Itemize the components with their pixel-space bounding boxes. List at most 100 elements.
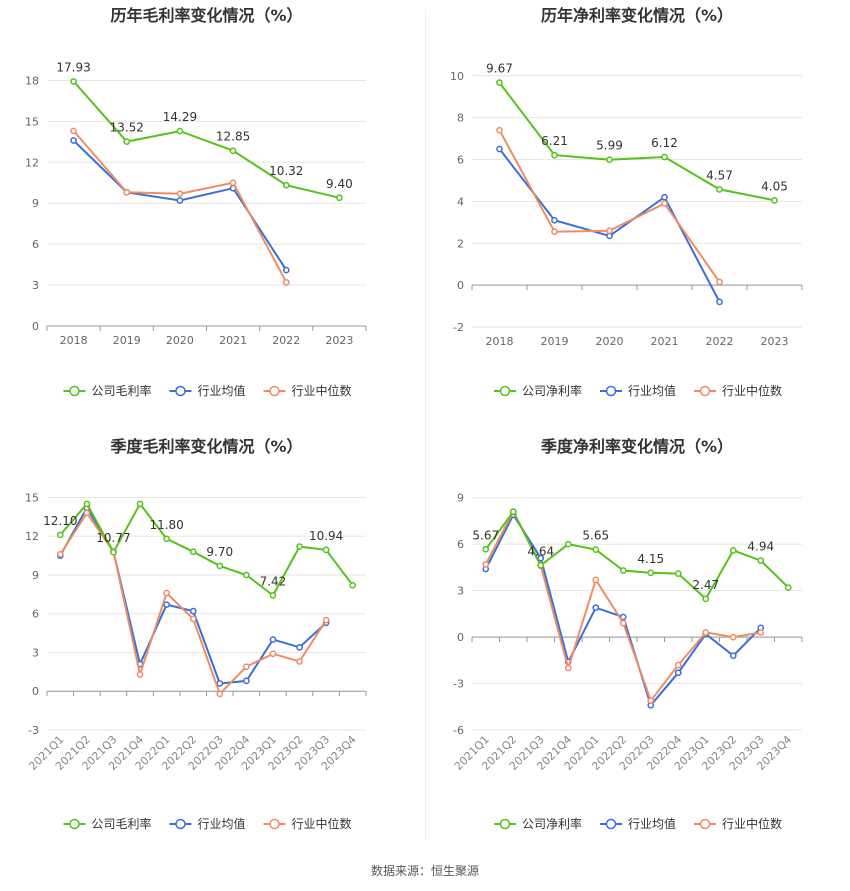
data-label: 5.65 (582, 529, 609, 543)
data-point-company (322, 546, 330, 554)
data-point-industry_median (606, 227, 613, 235)
data-point-industry_median (674, 661, 682, 669)
legend-item-company[interactable]: 公司净利率 (494, 816, 582, 831)
x-tick-label: 2021 (651, 335, 679, 348)
data-source-value: 恒生聚源 (431, 864, 480, 878)
y-tick-label: 18 (25, 74, 39, 87)
data-point-company (592, 546, 600, 553)
y-tick-label: 0 (32, 320, 39, 333)
y-tick-label: 0 (32, 685, 39, 698)
chart-title: 历年净利率变化情况（%） (541, 6, 733, 25)
annual-gross-margin-chart: 历年毛利率变化情况（%） 0 3 6 9 12 15 18 2018 2019 2020 2021 20… (0, 0, 425, 420)
data-point-industry_median (729, 633, 737, 641)
legend-item-industry_median[interactable]: 行业中位数 (694, 383, 782, 398)
data-label: 4.94 (747, 540, 774, 554)
data-label: 10.77 (96, 531, 130, 545)
data-point-company (296, 543, 303, 550)
legend-item-company[interactable]: 公司净利率 (494, 383, 582, 398)
data-point-company (123, 138, 131, 145)
data-point-industry_median (564, 664, 572, 672)
legend-item-industry_median[interactable]: 行业中位数 (263, 383, 352, 398)
x-tick-label: 2018 (60, 334, 88, 347)
data-point-company (537, 561, 545, 569)
legend-label: 行业均值 (198, 383, 246, 398)
series-line-company (484, 509, 789, 601)
data-point-company (189, 548, 197, 556)
y-tick-label: -3 (453, 678, 464, 691)
x-tick-label: 2022 (706, 335, 734, 348)
data-label: 13.52 (110, 121, 144, 135)
data-point-company (243, 571, 250, 579)
legend-label: 公司净利率 (522, 383, 582, 398)
y-tick-label: -6 (453, 724, 464, 737)
data-point-company (216, 562, 224, 570)
y-tick-label: 15 (25, 491, 39, 504)
legend-marker-icon (269, 385, 280, 397)
data-point-industry_median (229, 179, 237, 187)
legend-item-industry_avg[interactable]: 行业均值 (600, 383, 676, 398)
data-point-industry_avg (496, 145, 503, 153)
data-label: 4.15 (637, 552, 664, 566)
legend-item-industry_avg[interactable]: 行业均值 (169, 383, 246, 398)
legend-label: 公司毛利率 (92, 816, 152, 831)
data-point-industry_avg (243, 677, 250, 685)
y-tick-label: -2 (453, 321, 464, 334)
chart-title: 季度净利率变化情况（%） (540, 437, 733, 456)
panel-divider (425, 10, 426, 840)
data-point-industry_median (296, 658, 303, 665)
legend-item-industry_avg[interactable]: 行业均值 (600, 816, 676, 831)
legend-label: 公司毛利率 (92, 383, 152, 398)
data-point-industry_avg (296, 643, 303, 651)
data-point-company (136, 500, 144, 508)
legend-label: 行业中位数 (722, 383, 782, 398)
x-tick-label: 2018 (486, 335, 514, 348)
legend-label: 行业均值 (628, 816, 676, 831)
series-line-industry_median (498, 129, 721, 283)
legend-marker-icon (269, 818, 280, 830)
x-tick-label: 2020 (596, 335, 624, 348)
data-point-company (70, 78, 77, 85)
data-point-industry_avg (163, 601, 170, 609)
y-tick-label: 9 (32, 197, 39, 210)
data-point-company (110, 548, 117, 556)
data-label: 9.67 (486, 62, 513, 76)
data-point-industry_median (176, 190, 184, 198)
data-label: 12.85 (216, 130, 250, 144)
y-tick-label: 3 (32, 279, 39, 292)
legend-item-industry_avg[interactable]: 行业均值 (169, 816, 246, 831)
data-point-company (729, 547, 737, 554)
quarterly-gross-margin-svg: 季度毛利率变化情况（%）-3036912152021Q12021Q22021Q3… (25, 437, 367, 831)
data-point-industry_avg (282, 266, 290, 274)
y-tick-label: 6 (32, 608, 39, 621)
data-point-company (282, 181, 290, 189)
data-point-company (702, 595, 710, 603)
data-point-company (349, 581, 357, 589)
series-line-company (59, 502, 354, 597)
x-tick-label: 2021 (219, 334, 247, 347)
x-tick-label: 2022 (272, 334, 300, 347)
series-line-industry_avg (498, 148, 721, 303)
data-point-industry_median (757, 629, 765, 636)
data-point-company (716, 186, 723, 193)
data-point-industry_median (70, 127, 77, 135)
data-point-company (784, 584, 792, 591)
x-tick-label: 2020 (166, 334, 194, 347)
legend-label: 行业中位数 (292, 383, 352, 398)
data-point-industry_avg (216, 680, 224, 687)
data-source-footer: 数据来源：恒生聚源 (0, 862, 850, 879)
data-point-industry_median (661, 200, 668, 207)
data-point-industry_median (56, 550, 64, 558)
y-tick-label: 8 (457, 112, 464, 125)
data-point-industry_median (647, 697, 655, 704)
data-label: 4.57 (706, 168, 733, 182)
data-label: 5.99 (596, 139, 623, 153)
legend-item-company[interactable]: 公司毛利率 (63, 816, 152, 831)
data-point-industry_median (189, 615, 197, 623)
legend-item-industry_median[interactable]: 行业中位数 (263, 816, 352, 831)
data-point-industry_median (702, 629, 710, 636)
data-point-company (509, 508, 517, 516)
legend-item-industry_median[interactable]: 行业中位数 (694, 816, 782, 831)
x-tick-label: 2023 (325, 334, 353, 347)
annual-net-margin-svg: 历年净利率变化情况（%） -2 0 2 4 6 8 10 2018 2019 2020 2021 202… (450, 6, 803, 398)
legend-item-company[interactable]: 公司毛利率 (63, 383, 152, 398)
